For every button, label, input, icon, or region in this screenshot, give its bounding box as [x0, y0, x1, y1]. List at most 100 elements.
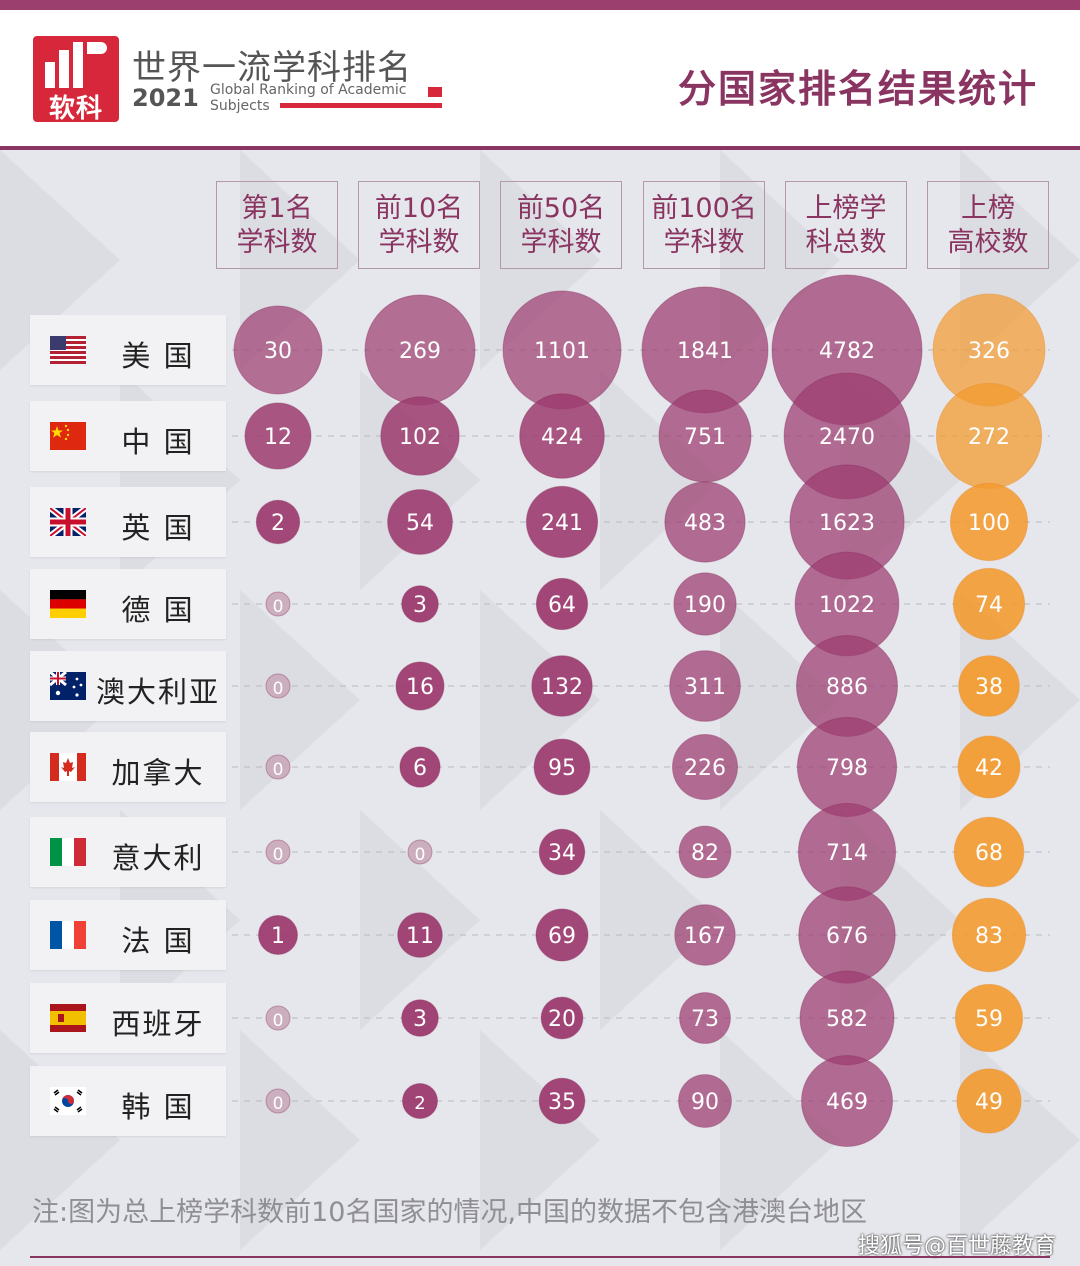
bubble-label: 311: [684, 675, 726, 700]
brand-year: 2021: [132, 84, 199, 112]
bubble: [265, 591, 291, 617]
korea-flag-icon: [50, 1087, 86, 1115]
bubble: [387, 489, 453, 555]
bubble: [265, 754, 291, 780]
bubble-label: 90: [691, 1090, 719, 1115]
column-header: 第1名 学科数: [216, 181, 338, 269]
bubble-label: 82: [691, 841, 719, 866]
brand-underline: [280, 103, 442, 108]
bubble: [265, 1088, 291, 1114]
bubble: [265, 673, 291, 699]
bubble-label: 54: [406, 511, 434, 536]
bubble: [525, 485, 599, 559]
header: 软科 世界一流学科排名 2021 Global Ranking of Acade…: [0, 10, 1080, 148]
header-divider: [0, 146, 1080, 150]
bubble-label: 1: [271, 924, 285, 949]
country-label: 法 国: [30, 900, 226, 970]
bubble: [952, 567, 1026, 641]
china-flag-icon: [50, 422, 86, 450]
country-label: 德 国: [30, 569, 226, 639]
bubble-label: 49: [975, 1090, 1003, 1115]
bubble: [538, 1077, 586, 1125]
bubble-label: 0: [273, 760, 284, 780]
country-label: 意大利: [30, 817, 226, 887]
bubble-label: 100: [968, 511, 1010, 536]
bubble-label: 64: [548, 593, 576, 618]
column-header: 上榜 高校数: [927, 181, 1049, 269]
bubble: [540, 996, 584, 1040]
bubble-label: 0: [273, 845, 284, 865]
bubble: [801, 1055, 893, 1147]
bubble: [954, 983, 1024, 1053]
bubble-label: 35: [548, 1090, 576, 1115]
bubble-label: 269: [399, 339, 441, 364]
country-label: 中 国: [30, 401, 226, 471]
shanghai-ranking-logo: 软科: [33, 36, 119, 124]
bubble: [533, 738, 591, 796]
bubble-label: 42: [975, 756, 1003, 781]
page-title: 分国家排名结果统计: [677, 67, 1038, 111]
country-label: 韩 国: [30, 1066, 226, 1136]
bubble: [402, 1083, 438, 1119]
bubble: [951, 897, 1027, 973]
bubble-label: 167: [684, 924, 726, 949]
column-header: 前50名 学科数: [500, 181, 622, 269]
germany-flag-icon: [50, 590, 86, 618]
bubble: [672, 734, 738, 800]
bottom-divider: [30, 1256, 1050, 1258]
bubble-label: 241: [541, 511, 583, 536]
bubble-label: 676: [826, 924, 868, 949]
bubble-label: 74: [975, 593, 1003, 618]
bubble-label: 1623: [819, 511, 875, 536]
bubble: [397, 912, 443, 958]
bubble: [673, 572, 737, 636]
bubble: [678, 1074, 732, 1128]
country-label: 美 国: [30, 315, 226, 385]
bubble-label: 714: [826, 841, 868, 866]
bubble-label: 11: [406, 924, 434, 949]
bubble: [674, 904, 736, 966]
bubble-label: 69: [548, 924, 576, 949]
bubble-label: 1022: [819, 593, 875, 618]
country-name: 澳大利亚: [96, 675, 221, 709]
country-name: 英 国: [121, 511, 195, 545]
country-name: 法 国: [121, 924, 195, 958]
bubble-label: 59: [975, 1007, 1003, 1032]
bubble: [957, 735, 1021, 799]
country-label: 英 国: [30, 487, 226, 557]
bubble: [244, 402, 312, 470]
bubble-label: 424: [541, 425, 583, 450]
bubble-label: 34: [548, 841, 576, 866]
bubble-label: 132: [541, 675, 583, 700]
bubble-label: 0: [415, 845, 426, 865]
bubble: [669, 650, 741, 722]
bubble-label: 16: [406, 675, 434, 700]
spain-flag-icon: [50, 1004, 86, 1032]
bubble-label: 83: [975, 924, 1003, 949]
bubble-label: 38: [975, 675, 1003, 700]
country-label: 加拿大: [30, 732, 226, 802]
country-name: 加拿大: [111, 756, 205, 790]
bubble-label: 68: [975, 841, 1003, 866]
bubble: [958, 655, 1020, 717]
bubble: [679, 992, 731, 1044]
bubble: [956, 1068, 1022, 1134]
country-name: 中 国: [121, 425, 195, 459]
bubble-label: 30: [264, 339, 292, 364]
brand-title: 世界一流学科排名: [132, 48, 412, 88]
country-name: 德 国: [121, 593, 195, 627]
bubble-label: 1841: [677, 339, 733, 364]
bubble-label: 582: [826, 1007, 868, 1032]
canada-flag-icon: [50, 753, 86, 781]
bubble-label: 0: [273, 1094, 284, 1114]
bubble-label: 751: [684, 425, 726, 450]
bubble-label: 798: [826, 756, 868, 781]
bubble-label: 20: [548, 1007, 576, 1032]
bubble: [265, 839, 291, 865]
country-name: 美 国: [121, 339, 195, 373]
bubble-label: 0: [273, 679, 284, 699]
bubble-label: 2470: [819, 425, 875, 450]
bubble-label: 0: [273, 1011, 284, 1031]
bubble: [535, 908, 589, 962]
